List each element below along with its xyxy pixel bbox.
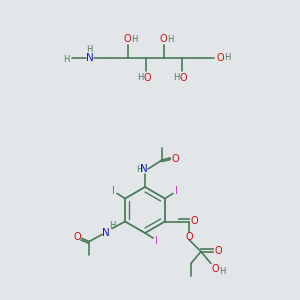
Text: O: O (185, 232, 193, 242)
Text: O: O (214, 245, 222, 256)
Text: O: O (211, 263, 219, 274)
Text: H: H (136, 164, 142, 173)
Text: H: H (109, 221, 115, 230)
Text: H: H (224, 53, 230, 62)
Text: H: H (219, 267, 225, 276)
Text: H: H (173, 74, 179, 82)
Text: O: O (159, 34, 167, 44)
Text: O: O (179, 73, 187, 83)
Text: O: O (216, 53, 224, 63)
Text: H: H (86, 46, 92, 55)
Text: H: H (63, 55, 69, 64)
Text: I: I (112, 185, 115, 196)
Text: I: I (155, 236, 158, 246)
Text: I: I (176, 185, 178, 196)
Text: N: N (86, 53, 94, 63)
Text: H: H (137, 74, 143, 82)
Text: N: N (102, 227, 110, 238)
Text: O: O (123, 34, 131, 44)
Text: O: O (143, 73, 151, 83)
Text: H: H (167, 34, 173, 43)
Text: O: O (190, 215, 198, 226)
Text: H: H (131, 34, 137, 43)
Text: N: N (140, 164, 148, 174)
Text: O: O (73, 232, 81, 242)
Text: O: O (171, 154, 179, 164)
